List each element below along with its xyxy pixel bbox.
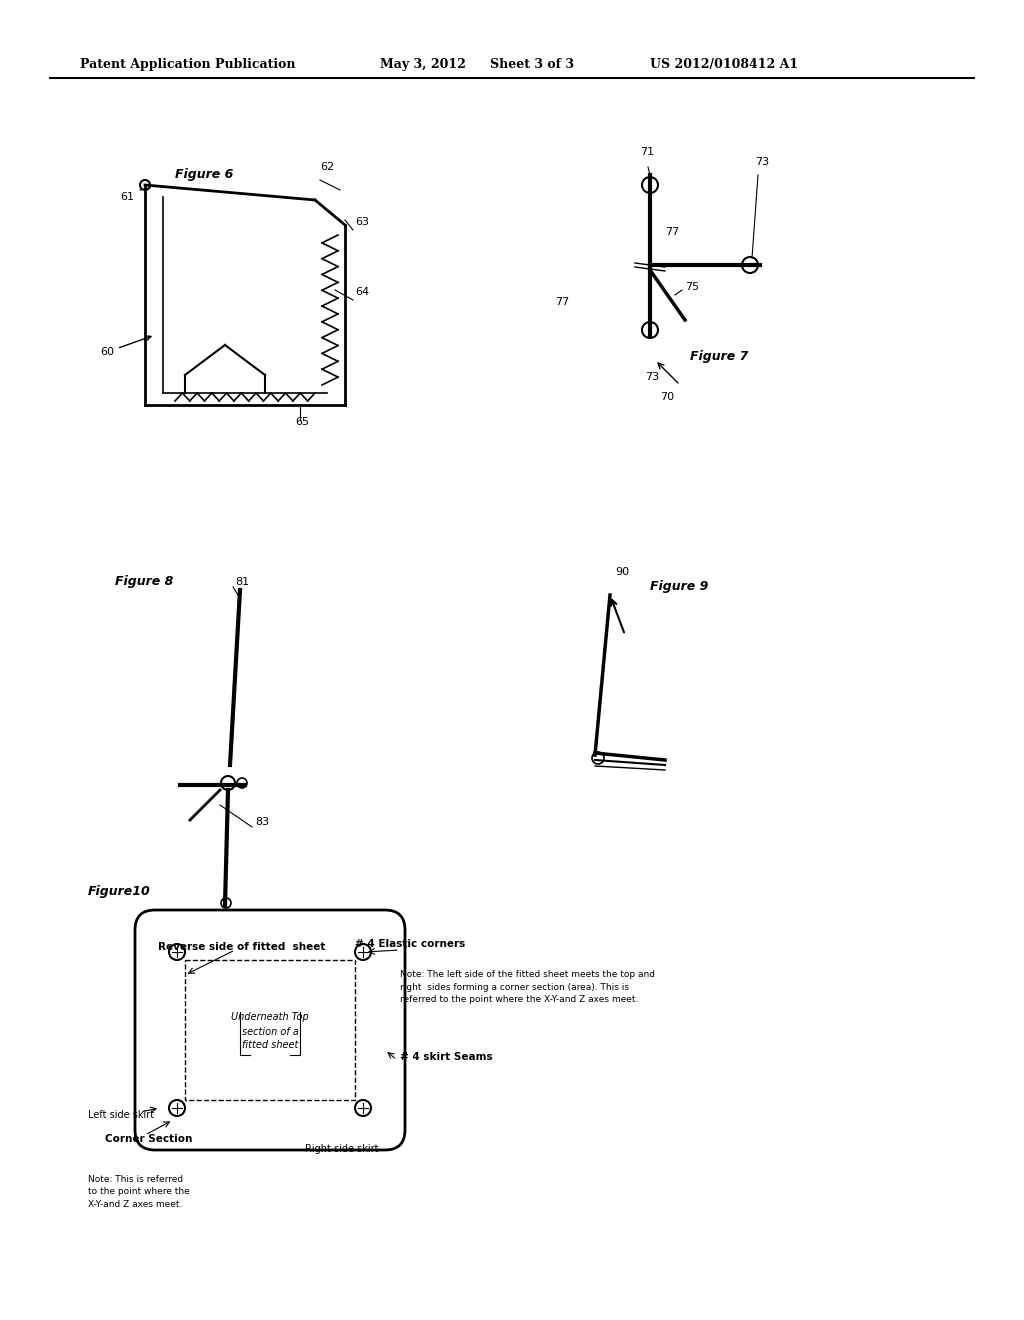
Text: Note: This is referred
to the point where the
X-Y-and Z axes meet.: Note: This is referred to the point wher… — [88, 1175, 189, 1209]
Text: 60: 60 — [100, 335, 151, 356]
Text: Right side skirt: Right side skirt — [305, 1144, 379, 1154]
Text: 71: 71 — [640, 147, 654, 157]
Text: 75: 75 — [685, 282, 699, 292]
Text: Reverse side of fitted  sheet: Reverse side of fitted sheet — [158, 942, 326, 952]
Text: section of a: section of a — [242, 1027, 298, 1038]
Text: Note: The left side of the fitted sheet meets the top and
right  sides forming a: Note: The left side of the fitted sheet … — [400, 970, 655, 1005]
Text: # 4 Elastic corners: # 4 Elastic corners — [355, 939, 465, 949]
Text: Figure10: Figure10 — [88, 884, 151, 898]
Text: 62: 62 — [319, 162, 334, 172]
Text: 64: 64 — [355, 286, 369, 297]
Text: US 2012/0108412 A1: US 2012/0108412 A1 — [650, 58, 798, 71]
Text: 77: 77 — [665, 227, 679, 238]
Text: 90: 90 — [615, 568, 629, 577]
Text: Patent Application Publication: Patent Application Publication — [80, 58, 296, 71]
Text: Figure 9: Figure 9 — [650, 579, 709, 593]
Text: 81: 81 — [234, 577, 249, 587]
Text: fitted sheet: fitted sheet — [242, 1040, 298, 1049]
Text: Underneath Top: Underneath Top — [231, 1012, 309, 1022]
Text: # 4 skirt Seams: # 4 skirt Seams — [400, 1052, 493, 1063]
Text: 77: 77 — [555, 297, 569, 308]
Text: 61: 61 — [120, 191, 134, 202]
Text: Left side skirt: Left side skirt — [88, 1110, 155, 1119]
Text: Figure 6: Figure 6 — [175, 168, 233, 181]
Text: 65: 65 — [295, 417, 309, 426]
Text: Sheet 3 of 3: Sheet 3 of 3 — [490, 58, 574, 71]
Text: 73: 73 — [645, 372, 659, 381]
Text: 70: 70 — [660, 392, 674, 403]
Text: Corner Section: Corner Section — [105, 1134, 193, 1144]
Text: Figure 8: Figure 8 — [115, 576, 173, 587]
Text: May 3, 2012: May 3, 2012 — [380, 58, 466, 71]
Text: 63: 63 — [355, 216, 369, 227]
Text: 83: 83 — [255, 817, 269, 828]
Text: 73: 73 — [755, 157, 769, 168]
Text: Figure 7: Figure 7 — [690, 350, 749, 363]
